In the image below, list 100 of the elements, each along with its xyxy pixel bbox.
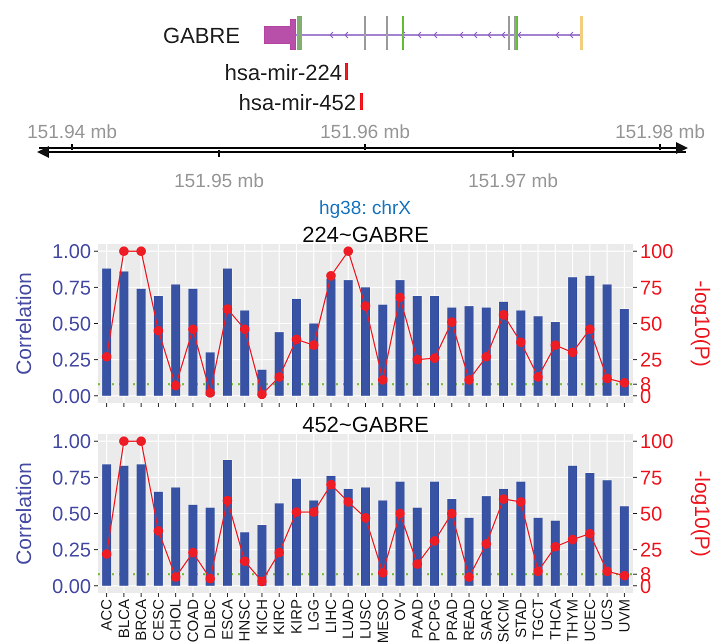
text: 151.96 mb (320, 122, 410, 143)
x-tick-label: LUSC (358, 598, 374, 640)
point (430, 353, 440, 363)
point (533, 372, 543, 382)
y-tick-label: 1.00 (52, 241, 91, 264)
point (240, 556, 250, 566)
point (378, 375, 388, 385)
point (222, 496, 232, 506)
y-tick-label: 0.50 (52, 314, 91, 336)
y-axis-title: Correlation (13, 462, 36, 565)
point (395, 508, 405, 518)
x-tick-label: PRAD (444, 598, 461, 641)
x-tick-label: UVM (616, 599, 634, 632)
chart-title: 452~GABRE (302, 412, 429, 437)
point (430, 536, 440, 546)
bar (412, 296, 422, 396)
bar (499, 488, 508, 586)
bar (292, 478, 301, 586)
point (412, 354, 422, 364)
point (516, 337, 526, 348)
x-tick-label: BLCA (116, 599, 133, 638)
x-tick-label: KIRC (271, 598, 288, 635)
point (585, 324, 595, 334)
bar (430, 482, 440, 586)
point (516, 497, 526, 507)
y2-tick-label: 25 (640, 540, 662, 562)
bar (136, 288, 146, 396)
point (205, 574, 215, 584)
text: 151.95 mb (174, 171, 264, 192)
point (292, 507, 302, 517)
bar (222, 460, 232, 586)
text: 151.97 mb (468, 171, 558, 192)
y-tick-label: 0.75 (52, 467, 91, 490)
point (602, 566, 612, 576)
point (378, 568, 388, 578)
point (550, 542, 560, 552)
bar (585, 276, 594, 396)
point (602, 374, 612, 384)
x-tick-label: UCS (599, 599, 616, 631)
x-tick-label: MESO (374, 599, 392, 644)
y-tick-label: 0.25 (52, 350, 91, 372)
point (585, 528, 595, 539)
bar (602, 480, 612, 586)
text: 151.98 mb (615, 122, 705, 143)
y-tick-label: 1.00 (52, 431, 91, 454)
bar (516, 482, 526, 586)
x-tick-label: KIRP (288, 599, 306, 634)
bar (222, 268, 232, 396)
point (412, 559, 422, 569)
point (257, 576, 267, 586)
x-tick-label: PAAD (409, 598, 426, 639)
point (136, 246, 146, 256)
bar (430, 296, 440, 396)
point (533, 566, 543, 576)
bar (292, 298, 301, 396)
x-tick-label: THCA (547, 599, 564, 640)
point (446, 508, 457, 518)
y-tick-label: 0.50 (52, 504, 91, 526)
bar (585, 473, 594, 586)
point (308, 507, 319, 517)
point (482, 539, 492, 549)
x-tick-label: DLBC (202, 598, 220, 640)
bar (102, 464, 112, 586)
point (119, 246, 129, 256)
x-tick-label: READ (461, 598, 478, 641)
y-tick-label: 0.25 (52, 540, 91, 562)
x-tick-label: BRCA (133, 599, 150, 641)
bar (482, 308, 491, 396)
point (222, 304, 232, 314)
point (308, 340, 319, 350)
x-tick-label: STAD (512, 598, 530, 638)
y2-axis-title: -log10(P) (690, 470, 712, 557)
point (240, 324, 250, 334)
point (102, 352, 112, 362)
y-tick-label: 0.75 (52, 277, 91, 300)
point (326, 480, 336, 490)
x-tick-label: COAD (184, 598, 202, 642)
x-tick-label: OV (392, 599, 410, 621)
point (274, 372, 284, 382)
x-tick-label: TGCT (530, 599, 548, 640)
point (343, 497, 354, 507)
point (170, 572, 180, 582)
bar (602, 284, 612, 396)
point (154, 326, 164, 336)
text: 151.94 mb (27, 122, 117, 143)
x-tick-label: KICH (254, 599, 271, 635)
point (292, 334, 302, 344)
y-tick-label: 0.00 (52, 576, 91, 598)
bar (568, 277, 578, 396)
y2-tick-label: 75 (640, 467, 662, 490)
point (102, 549, 112, 559)
x-tick-label: HNSC (236, 598, 254, 642)
x-tick-label: LGG (306, 599, 323, 631)
point (257, 390, 267, 400)
point (205, 388, 215, 398)
text: hsa-mir-452 (238, 90, 356, 115)
bar (171, 487, 180, 586)
x-tick-label: THYM (564, 599, 582, 642)
point (498, 494, 508, 504)
bar (344, 280, 353, 396)
